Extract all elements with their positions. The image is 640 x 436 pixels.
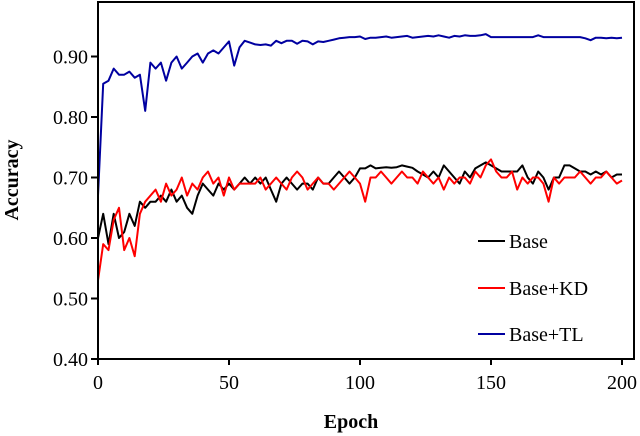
legend-label: Base: [509, 231, 548, 253]
legend-item-base-tl: Base+TL: [478, 324, 584, 346]
y-tick-label: 0.70: [53, 168, 88, 190]
y-axis: 0.40 0.50 0.60 0.70 0.80 0.90: [53, 47, 98, 371]
x-tick-label: 0: [93, 372, 103, 394]
legend-item-base: Base: [478, 231, 548, 253]
y-tick-label: 0.80: [53, 107, 88, 129]
series-line-base: [97, 161, 622, 246]
plot-frame: [97, 1, 635, 360]
legend-label: Base+KD: [509, 278, 588, 300]
y-tick-label: 0.40: [53, 349, 88, 371]
legend-item-base-kd: Base+KD: [478, 278, 588, 300]
series-line-base-kd: [97, 158, 623, 281]
series-layer: [97, 33, 623, 281]
legend-label: Base+TL: [509, 324, 584, 346]
x-tick-label: 150: [476, 372, 506, 394]
x-axis: 0 50 100 150 200: [93, 359, 637, 394]
series-line-base-tl: [97, 33, 623, 196]
legend: Base Base+KD Base+TL: [478, 231, 588, 346]
x-axis-title: Epoch: [324, 411, 378, 433]
y-tick-label: 0.90: [53, 47, 88, 69]
x-tick-label: 100: [345, 372, 375, 394]
y-axis-title: Accuracy: [1, 139, 23, 220]
x-tick-label: 200: [607, 372, 637, 394]
y-tick-label: 0.50: [53, 289, 88, 311]
y-tick-label: 0.60: [53, 228, 88, 250]
x-tick-label: 50: [219, 372, 239, 394]
